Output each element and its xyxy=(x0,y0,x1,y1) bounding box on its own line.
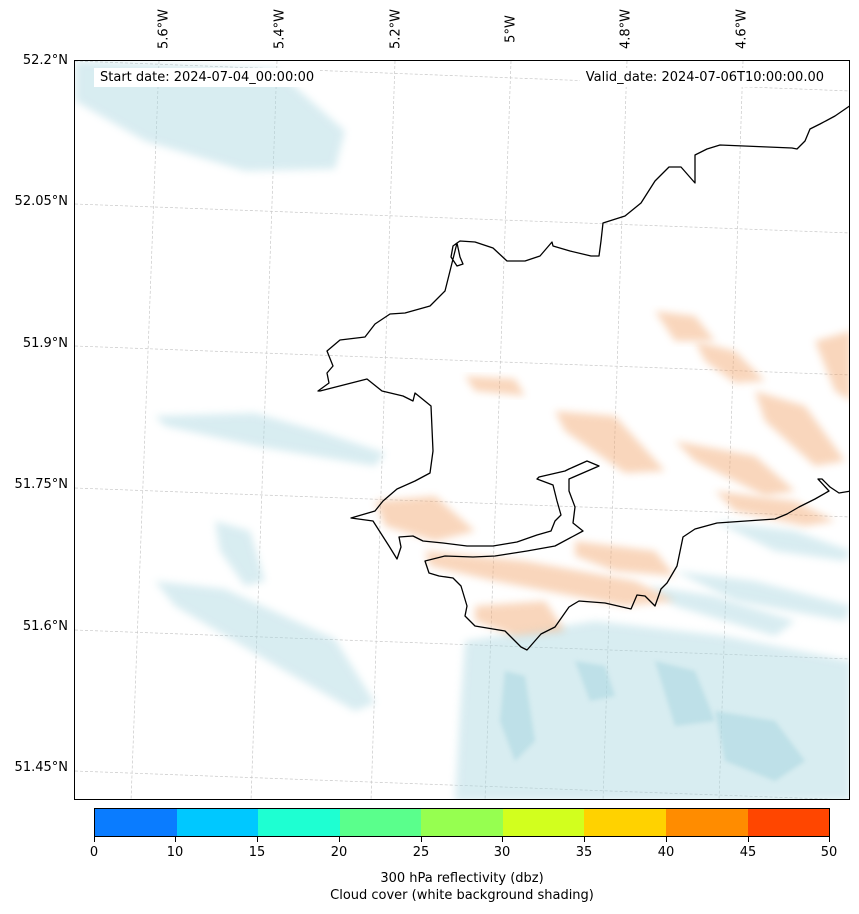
lon-label-4-6w: 4.6°W xyxy=(734,8,750,50)
colorbar-tick xyxy=(339,837,340,842)
colorbar-tick-label: 40 xyxy=(657,845,675,860)
colorbar-tick-label: 0 xyxy=(89,845,99,860)
colorbar-tick xyxy=(502,837,503,842)
colorbar-tick xyxy=(666,837,667,842)
colorbar-subtitle: Cloud cover (white background shading) xyxy=(330,888,594,903)
lat-label-51-9n: 51.9°N xyxy=(22,336,68,351)
lat-label-51-75n: 51.75°N xyxy=(14,477,68,492)
colorbar-segment xyxy=(421,809,503,836)
colorbar-segment xyxy=(584,809,666,836)
colorbar-segment xyxy=(502,809,585,836)
colorbar xyxy=(94,808,830,837)
colorbar-tick xyxy=(94,837,95,842)
reflectivity-shading xyxy=(375,311,849,636)
cloud-cover-core xyxy=(500,661,805,781)
colorbar-tick-label: 30 xyxy=(493,845,511,860)
lon-label-5-4w: 5.4°W xyxy=(272,8,288,50)
colorbar-segment xyxy=(176,809,259,836)
lat-label-52-2n: 52.2°N xyxy=(22,53,68,68)
lon-label-5-2w: 5.2°W xyxy=(388,8,404,50)
colorbar-tick-label: 20 xyxy=(330,845,348,860)
map-panel[interactable] xyxy=(74,60,850,800)
lon-label-5w: 5°W xyxy=(503,15,519,43)
lon-label-4-8w: 4.8°W xyxy=(618,8,634,50)
lat-label-51-6n: 51.6°N xyxy=(22,619,68,634)
colorbar-tick xyxy=(257,837,258,842)
parallel-line xyxy=(75,203,849,234)
meridian-line xyxy=(130,61,160,799)
lon-label-5-6w: 5.6°W xyxy=(156,8,172,50)
colorbar-tick-label: 45 xyxy=(739,845,757,860)
colorbar-tick-label: 10 xyxy=(166,845,184,860)
colorbar-tick xyxy=(175,837,176,842)
meridian-line xyxy=(370,61,396,799)
colorbar-segment xyxy=(339,809,422,836)
map-canvas xyxy=(75,61,849,799)
colorbar-tick xyxy=(829,837,830,842)
lat-label-51-45n: 51.45°N xyxy=(14,760,68,775)
valid-date-label: Valid_date: 2024-07-06T10:00:00.00 xyxy=(579,68,830,87)
colorbar-segment xyxy=(95,809,177,836)
colorbar-segment xyxy=(258,809,340,836)
colorbar-tick-label: 50 xyxy=(820,845,838,860)
colorbar-segment xyxy=(747,809,830,836)
colorbar-segment xyxy=(665,809,748,836)
colorbar-tick-label: 15 xyxy=(248,845,266,860)
colorbar-title: 300 hPa reflectivity (dbz) xyxy=(380,871,544,886)
coastline xyxy=(317,105,849,651)
parallel-line xyxy=(75,487,849,518)
cloud-cover-shading xyxy=(75,61,849,799)
colorbar-tick xyxy=(584,837,585,842)
colorbar-tick-label: 25 xyxy=(412,845,430,860)
lat-label-52-05n: 52.05°N xyxy=(14,194,68,209)
colorbar-tick xyxy=(421,837,422,842)
start-date-label: Start date: 2024-07-04_00:00:00 xyxy=(94,68,321,87)
colorbar-tick-label: 35 xyxy=(575,845,593,860)
colorbar-tick xyxy=(748,837,749,842)
